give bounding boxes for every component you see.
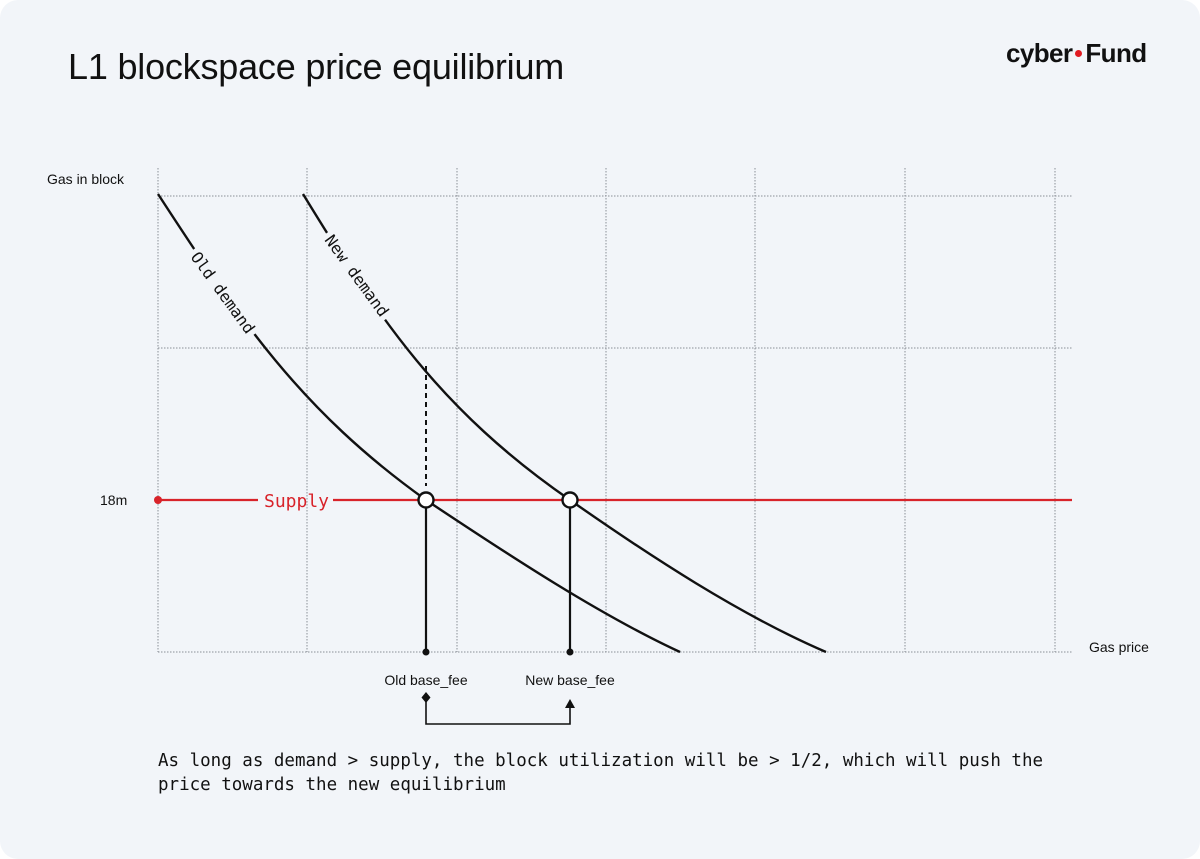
old-demand-label-gap (183, 246, 260, 342)
supply-label: Supply (264, 491, 329, 512)
old-equilibrium-marker (417, 491, 435, 509)
logo-text-right: Fund (1085, 38, 1147, 68)
explanation-note: As long as demand > supply, the block ut… (158, 751, 1044, 795)
supply-start-dot (154, 496, 162, 504)
new-fee-axis-dot (566, 648, 574, 656)
grid (157, 168, 1072, 653)
supply-tick-label: 18m (100, 492, 128, 508)
old-fee-axis-dot (422, 648, 430, 656)
x-axis-label: Gas price (1089, 639, 1149, 655)
new-demand-label-gap (317, 229, 394, 325)
new-fee-label: New base_fee (525, 672, 615, 688)
page-title: L1 blockspace price equilibrium (68, 46, 565, 87)
new-demand-label: New demand (321, 231, 393, 320)
new-equilibrium-marker (561, 491, 579, 509)
arrow-start-diamond-icon (421, 692, 431, 703)
logo-dot-icon (1075, 49, 1083, 57)
logo-text-left: cyber (1006, 38, 1073, 68)
arrow-head-icon (565, 699, 575, 708)
old-fee-label: Old base_fee (384, 672, 467, 688)
new-demand-curve (301, 193, 827, 654)
y-axis-label: Gas in block (47, 171, 125, 187)
brand-logo: cyber Fund (1006, 38, 1147, 69)
fee-shift-arrow (425, 700, 571, 725)
